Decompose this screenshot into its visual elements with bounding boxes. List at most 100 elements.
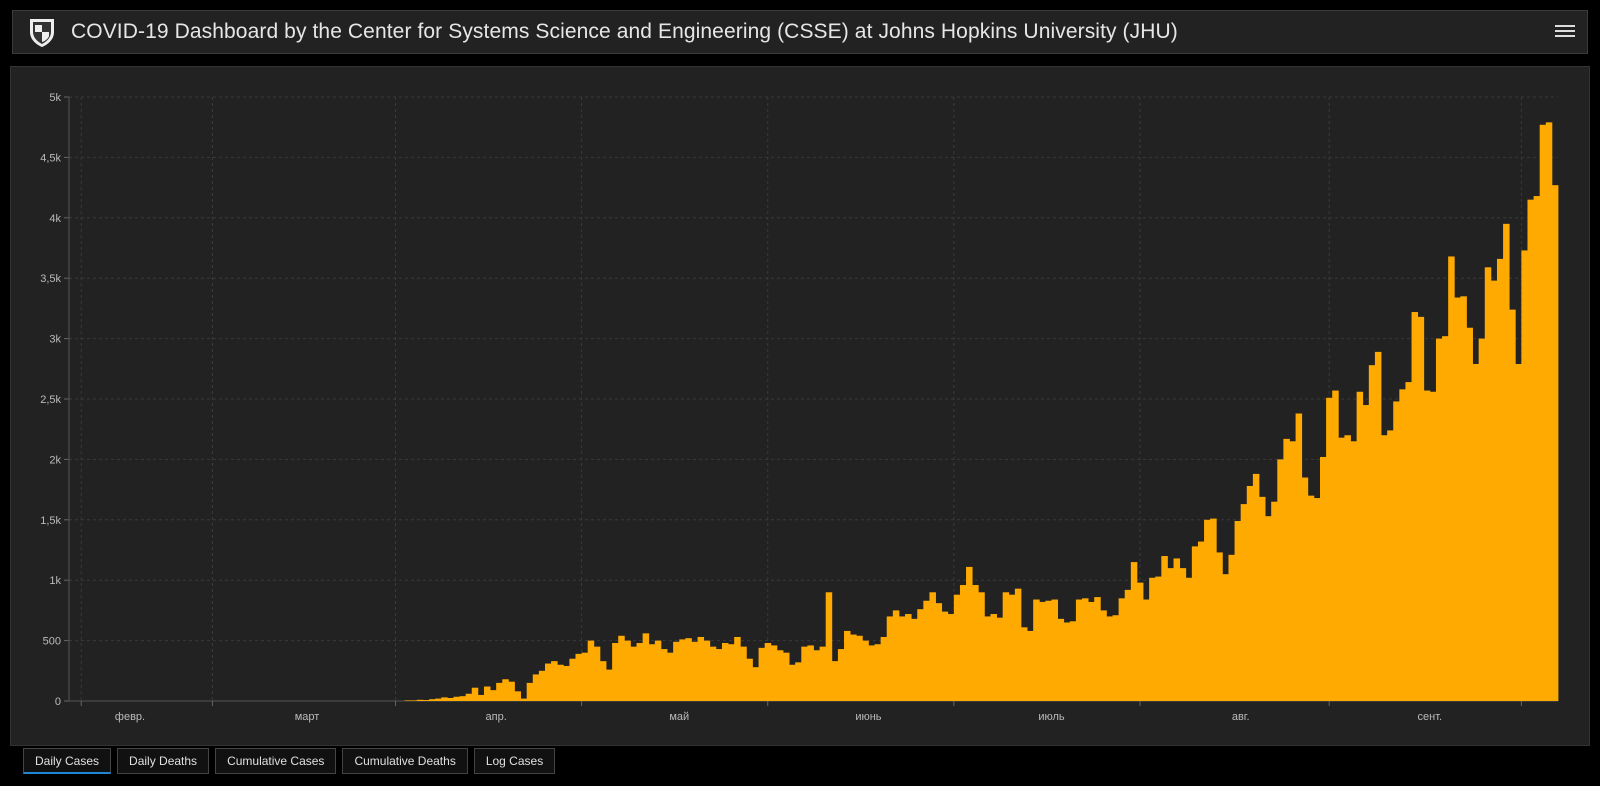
hamburger-menu-icon[interactable] <box>1555 22 1575 42</box>
bar <box>1143 599 1150 701</box>
bar <box>1442 336 1449 701</box>
bar <box>764 643 772 701</box>
bar <box>1545 122 1553 702</box>
bar <box>459 696 467 701</box>
bar <box>697 636 705 701</box>
bar <box>935 603 943 701</box>
bar <box>1252 473 1260 701</box>
bar <box>923 600 930 701</box>
bar <box>569 658 576 701</box>
bar <box>429 699 436 701</box>
bar <box>642 633 650 701</box>
bar <box>740 646 747 701</box>
bar <box>1368 365 1376 701</box>
bar <box>593 646 601 701</box>
bar <box>1301 477 1309 701</box>
bar <box>477 694 485 701</box>
bar <box>416 699 424 701</box>
bar <box>1185 577 1193 701</box>
y-tick-label: 2,5k <box>40 394 61 406</box>
bar <box>1496 258 1504 701</box>
bar <box>929 592 936 701</box>
bar <box>1429 391 1437 701</box>
bar <box>990 614 997 701</box>
bar <box>1283 438 1290 701</box>
bar <box>782 652 790 701</box>
bar <box>465 693 473 701</box>
bar <box>1387 430 1394 701</box>
bar <box>813 650 821 701</box>
bar <box>1197 541 1205 701</box>
bar <box>1338 437 1345 701</box>
bar <box>1472 363 1480 701</box>
bar <box>496 682 503 701</box>
bar <box>624 640 631 701</box>
bar <box>551 661 558 701</box>
tab-cumulative-deaths[interactable]: Cumulative Deaths <box>342 748 468 774</box>
bar <box>752 667 759 701</box>
bar <box>825 592 833 701</box>
bar <box>1277 459 1284 701</box>
bar <box>1533 196 1541 701</box>
bar <box>1082 598 1089 701</box>
y-tick-label: 4,5k <box>40 152 61 164</box>
bar <box>1362 405 1370 701</box>
jhu-shield-icon <box>25 15 59 49</box>
bar <box>654 640 662 701</box>
bar <box>715 649 723 701</box>
bar <box>959 585 967 701</box>
y-tick-label: 4k <box>49 213 61 225</box>
bar <box>1002 592 1010 701</box>
tab-daily-cases[interactable]: Daily Cases <box>23 748 112 774</box>
tab-cumulative-cases[interactable]: Cumulative Cases <box>215 748 337 774</box>
bar <box>1173 558 1181 701</box>
bar <box>502 679 509 701</box>
bar <box>886 616 894 701</box>
bar <box>660 649 668 701</box>
bar <box>941 611 949 701</box>
bar <box>795 662 802 701</box>
bar <box>1240 504 1248 701</box>
bar <box>1222 574 1229 701</box>
bar <box>892 610 900 701</box>
bar <box>1271 501 1278 701</box>
bar <box>972 585 979 701</box>
bar <box>984 616 991 701</box>
bar <box>776 650 784 701</box>
bar <box>667 652 674 701</box>
bar <box>728 644 735 701</box>
y-tick-label: 1,5k <box>40 515 61 527</box>
bar <box>1490 280 1498 701</box>
bar <box>1014 588 1022 701</box>
x-tick-label: март <box>295 711 320 723</box>
bar <box>1204 519 1211 701</box>
tab-log-cases[interactable]: Log Cases <box>473 748 556 774</box>
tab-daily-deaths[interactable]: Daily Deaths <box>117 748 210 774</box>
bar <box>435 698 442 701</box>
bar <box>874 644 882 701</box>
bar <box>581 652 589 701</box>
bar <box>447 697 454 701</box>
bar <box>953 594 961 701</box>
bar <box>1399 389 1406 701</box>
y-tick-label: 3k <box>49 334 61 346</box>
bar <box>709 646 717 701</box>
bar <box>1130 562 1138 701</box>
bar <box>1039 601 1046 701</box>
bar <box>1313 498 1321 701</box>
bar <box>1210 518 1217 701</box>
bar <box>526 682 534 701</box>
bar <box>1381 435 1388 701</box>
bar <box>758 647 766 701</box>
bar <box>1228 554 1235 701</box>
bar <box>721 643 729 701</box>
bar <box>691 641 698 701</box>
y-tick-label: 5k <box>49 92 61 104</box>
x-tick-label: июль <box>1038 711 1065 723</box>
bar <box>978 592 985 701</box>
bar <box>544 663 552 701</box>
bar <box>1063 622 1071 701</box>
y-tick-label: 500 <box>43 636 61 648</box>
bar <box>636 643 644 701</box>
bar <box>1307 495 1315 701</box>
